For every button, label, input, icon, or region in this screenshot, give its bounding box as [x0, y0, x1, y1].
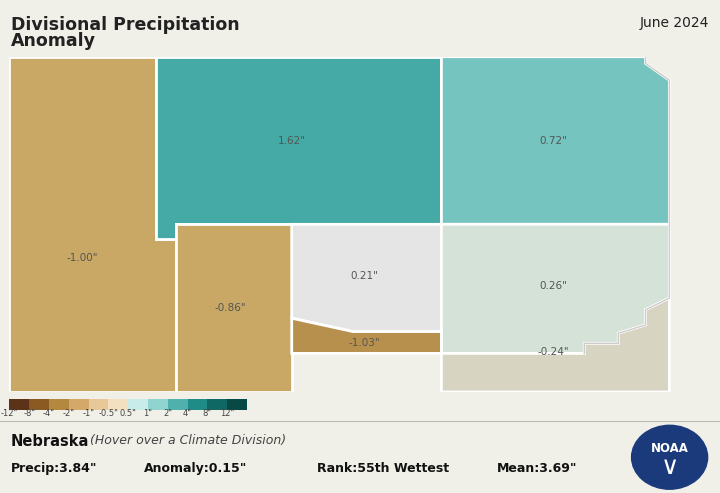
- Text: 1": 1": [143, 409, 153, 418]
- Polygon shape: [441, 57, 670, 224]
- Bar: [128, 399, 148, 410]
- Bar: [29, 399, 49, 410]
- Bar: [168, 399, 187, 410]
- Text: 1.62": 1.62": [278, 136, 306, 145]
- Text: 2": 2": [163, 409, 172, 418]
- Text: 0.72": 0.72": [540, 136, 567, 145]
- Text: Anomaly:0.15": Anomaly:0.15": [144, 461, 248, 474]
- Bar: [9, 399, 29, 410]
- Text: -0.5": -0.5": [99, 409, 118, 418]
- Text: -1": -1": [83, 409, 94, 418]
- Polygon shape: [441, 298, 670, 392]
- Polygon shape: [156, 57, 441, 240]
- Bar: [69, 399, 89, 410]
- Bar: [228, 399, 247, 410]
- Bar: [207, 399, 228, 410]
- Bar: [89, 399, 108, 410]
- Bar: [108, 399, 128, 410]
- Text: -0.86": -0.86": [215, 303, 246, 313]
- Text: June 2024: June 2024: [640, 16, 709, 30]
- Text: Rank:55th Wettest: Rank:55th Wettest: [317, 461, 449, 474]
- Text: (Hover over a Climate Division): (Hover over a Climate Division): [86, 434, 286, 447]
- Text: Precip:3.84": Precip:3.84": [11, 461, 97, 474]
- Text: -1.00": -1.00": [66, 253, 98, 263]
- Polygon shape: [292, 224, 441, 332]
- Text: -2": -2": [63, 409, 75, 418]
- Text: Mean:3.69": Mean:3.69": [497, 461, 577, 474]
- Text: NOAA: NOAA: [651, 442, 688, 455]
- Text: -12": -12": [1, 409, 18, 418]
- Bar: [49, 399, 69, 410]
- Text: ∨: ∨: [660, 455, 679, 479]
- Polygon shape: [292, 318, 441, 353]
- Text: -0.24": -0.24": [538, 347, 570, 357]
- Text: -1.03": -1.03": [348, 338, 380, 349]
- Text: 0.26": 0.26": [540, 282, 567, 291]
- Text: Nebraska: Nebraska: [11, 434, 89, 449]
- Text: -4": -4": [43, 409, 55, 418]
- Bar: [187, 399, 207, 410]
- Polygon shape: [176, 224, 292, 392]
- Text: -8": -8": [23, 409, 35, 418]
- Text: 0.21": 0.21": [351, 271, 379, 282]
- Polygon shape: [441, 224, 670, 353]
- Text: 4": 4": [183, 409, 192, 418]
- Circle shape: [631, 425, 708, 489]
- Bar: [148, 399, 168, 410]
- Text: Anomaly: Anomaly: [11, 32, 96, 50]
- Text: 8": 8": [203, 409, 212, 418]
- Text: 12": 12": [220, 409, 234, 418]
- Text: 0.5": 0.5": [120, 409, 137, 418]
- Polygon shape: [9, 57, 176, 392]
- Text: Divisional Precipitation: Divisional Precipitation: [11, 16, 240, 34]
